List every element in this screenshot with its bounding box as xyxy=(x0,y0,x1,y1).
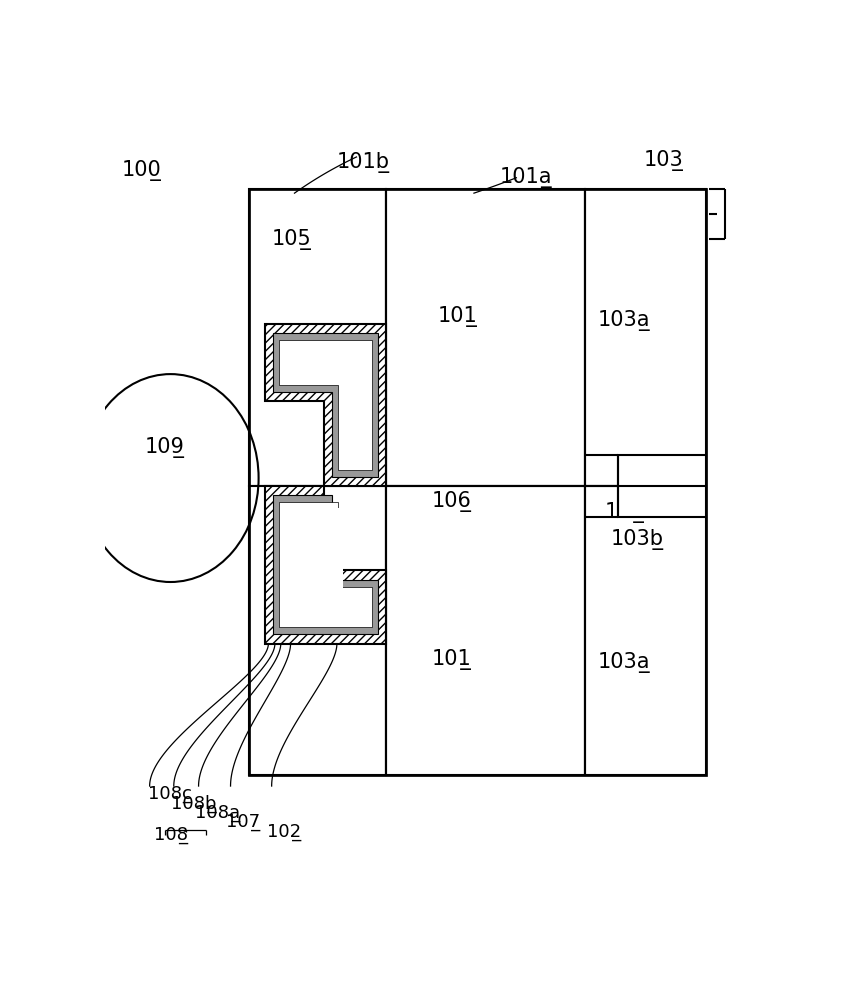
Polygon shape xyxy=(249,486,386,774)
Polygon shape xyxy=(279,502,372,627)
Polygon shape xyxy=(249,189,386,486)
Polygon shape xyxy=(585,189,706,486)
Polygon shape xyxy=(279,340,372,470)
Text: 101̲: 101̲ xyxy=(432,648,472,670)
Text: 104̲: 104̲ xyxy=(605,502,644,523)
Text: 106̲: 106̲ xyxy=(432,491,472,512)
Polygon shape xyxy=(585,486,706,774)
Polygon shape xyxy=(284,508,367,621)
Polygon shape xyxy=(617,455,706,517)
Text: 101̲: 101̲ xyxy=(438,306,477,327)
Polygon shape xyxy=(265,486,386,644)
Text: 103a̲: 103a̲ xyxy=(598,652,650,673)
Polygon shape xyxy=(386,189,585,486)
Text: 103̲: 103̲ xyxy=(643,150,684,171)
Text: 102̲: 102̲ xyxy=(267,823,301,841)
Text: 108̲: 108̲ xyxy=(154,826,189,844)
Polygon shape xyxy=(273,333,378,477)
Text: 109̲: 109̲ xyxy=(145,437,184,458)
Text: 103b̲: 103b̲ xyxy=(611,529,664,550)
Text: 108a̲: 108a̲ xyxy=(195,804,241,822)
Text: 108c̲: 108c̲ xyxy=(147,785,191,803)
Polygon shape xyxy=(386,486,585,774)
Text: 108b̲: 108b̲ xyxy=(170,795,216,813)
Text: 100̲: 100̲ xyxy=(121,160,162,181)
Text: 101b̲: 101b̲ xyxy=(337,152,390,173)
Polygon shape xyxy=(273,495,378,634)
Text: 103a̲: 103a̲ xyxy=(598,310,650,331)
Text: 107̲: 107̲ xyxy=(226,813,260,831)
Text: 105̲: 105̲ xyxy=(272,229,312,250)
Polygon shape xyxy=(265,324,386,486)
Polygon shape xyxy=(284,346,367,463)
Text: 101a̲: 101a̲ xyxy=(500,167,552,188)
